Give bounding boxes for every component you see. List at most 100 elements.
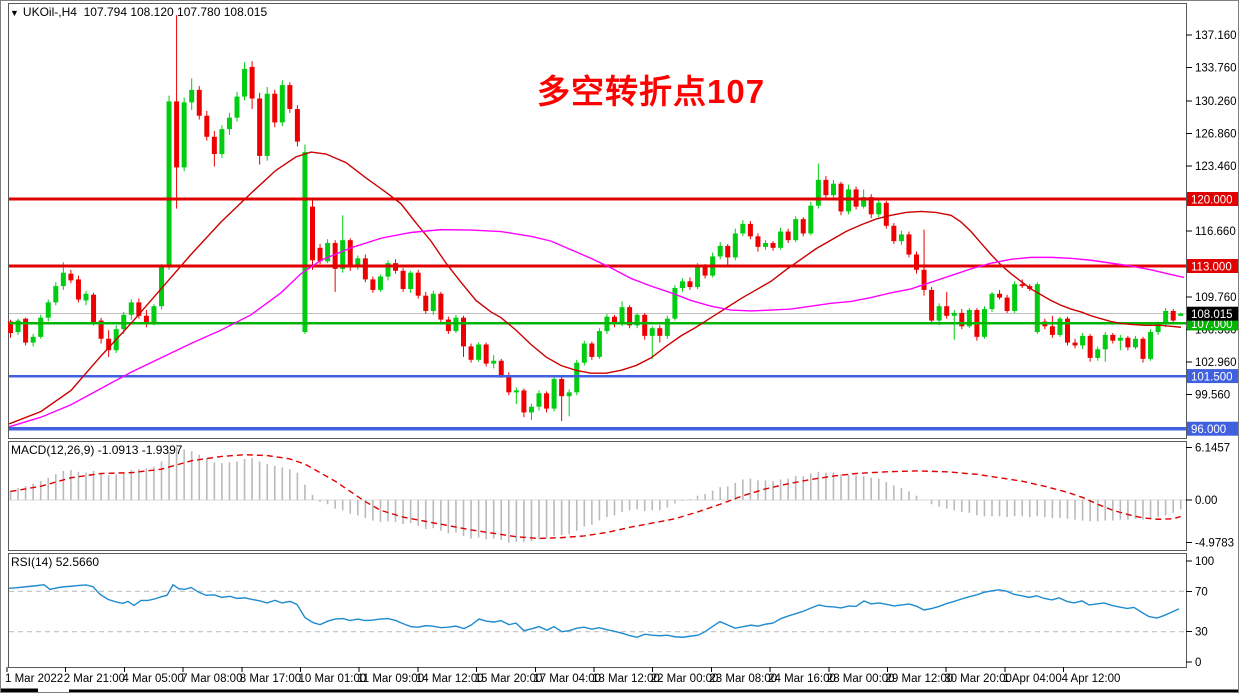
- candle-body: [1155, 324, 1161, 333]
- scale-tick-label: 123.460: [1195, 161, 1237, 173]
- rsi-pane[interactable]: [8, 553, 1187, 668]
- candle-body: [989, 293, 995, 310]
- x-axis-label: 30 Mar 20:00: [944, 673, 1012, 685]
- scrollbar-left-block[interactable]: [1, 688, 38, 693]
- x-axis-label: 14 Mar 12:00: [416, 673, 484, 685]
- candle-body: [936, 306, 942, 321]
- candle-body: [672, 288, 678, 319]
- candle-body: [279, 85, 285, 123]
- x-axis-label: 1 Apr 04:00: [1003, 673, 1062, 685]
- candle-body: [242, 68, 248, 97]
- candle-body: [68, 273, 74, 281]
- candle-body: [30, 336, 36, 343]
- ma-slow-line: [8, 228, 1185, 428]
- candle-body: [204, 115, 210, 137]
- candle-body: [830, 183, 836, 196]
- candle-body: [876, 202, 882, 215]
- candle-body: [461, 317, 466, 347]
- candle-body: [747, 223, 753, 237]
- candle-body: [763, 243, 768, 247]
- candle-body: [966, 310, 972, 327]
- price-badge-label: 113.000: [1191, 261, 1232, 273]
- candle-body: [121, 314, 127, 330]
- candle-body: [1080, 335, 1086, 346]
- x-axis-label: 2 Mar 21:00: [64, 673, 125, 685]
- bottom-scrollbar[interactable]: [1, 688, 1239, 693]
- candle-body: [1072, 342, 1078, 346]
- x-axis[interactable]: 1 Mar 2022 2 Mar 21:004 Mar 05:007 Mar 08…: [5, 667, 1120, 685]
- candle-body: [506, 375, 512, 393]
- candle-body: [679, 281, 685, 289]
- candle-body: [60, 272, 66, 287]
- candle-body: [385, 263, 391, 277]
- chart-header[interactable]: ▼ UKOil-,H4 107.794 108.120 107.780 108.0…: [10, 5, 267, 19]
- scale-tick-label: 133.760: [1195, 62, 1237, 74]
- candle-body: [513, 390, 519, 393]
- macd-chart: [9, 447, 1186, 543]
- candle-body: [294, 109, 300, 142]
- candle-body: [325, 243, 331, 262]
- scale-tick-label: 0: [1195, 657, 1201, 669]
- x-axis-label: 10 Mar 01:00: [299, 673, 367, 685]
- x-axis-label: 24 Mar 16:00: [768, 673, 836, 685]
- candle-body: [717, 245, 723, 257]
- x-axis-label: 1 Mar 2022: [5, 673, 63, 685]
- candle-body: [1057, 318, 1063, 335]
- scale-tick-label: 109.760: [1195, 292, 1237, 304]
- macd-indicator-label: MACD(12,26,9) -1.0913 -1.9397: [11, 443, 183, 457]
- price-badge-label: 107.000: [1191, 319, 1233, 331]
- x-axis-label: 4 Mar 05:00: [122, 673, 183, 685]
- price-badge: [1187, 306, 1238, 321]
- candle-body: [906, 234, 912, 255]
- candle-body: [347, 240, 353, 267]
- candle-body: [566, 392, 572, 397]
- price-badge: [1187, 192, 1238, 206]
- candle-body: [98, 320, 104, 339]
- candle-body: [181, 102, 187, 168]
- candle-body: [287, 85, 293, 110]
- x-axis-label: 11 Mar 09:00: [357, 673, 424, 685]
- candle-body: [838, 183, 844, 212]
- candle-body: [1034, 284, 1040, 333]
- candle-body: [483, 344, 489, 364]
- candle-body: [1170, 310, 1176, 321]
- candle-body: [581, 343, 587, 363]
- symbol-dropdown-icon[interactable]: ▼: [10, 8, 19, 18]
- candle-body: [702, 266, 708, 276]
- candle-body: [317, 247, 323, 262]
- candle-body: [815, 179, 821, 206]
- scrollbar-track[interactable]: [69, 689, 1239, 693]
- rsi-line: [8, 583, 1180, 638]
- candle-body: [740, 223, 746, 234]
- rsi-indicator-label: RSI(14) 52.5660: [11, 555, 100, 569]
- candle-body: [166, 101, 172, 266]
- candle-body: [1019, 284, 1025, 287]
- x-axis-label: 28 Mar 00:00: [827, 673, 895, 685]
- candle-body: [612, 316, 617, 325]
- candle-body: [498, 360, 504, 376]
- rsi-chart: [8, 583, 1186, 638]
- macd-pane[interactable]: [8, 441, 1187, 551]
- x-axis-label: 18 Mar 12:00: [592, 673, 660, 685]
- candle-body: [370, 279, 376, 290]
- candle-body: [264, 93, 270, 156]
- price-badge-label: 96.000: [1191, 424, 1226, 436]
- candle-body: [430, 293, 436, 311]
- rsi-value: 52.5660: [55, 555, 100, 569]
- candle-body: [732, 233, 738, 258]
- main-pane[interactable]: [8, 3, 1187, 439]
- candle-body: [649, 328, 655, 336]
- candle-body: [445, 319, 451, 332]
- candle-body: [883, 202, 889, 226]
- scale-tick-label: 126.860: [1195, 128, 1237, 140]
- candle-body: [476, 344, 482, 360]
- candle-body: [15, 320, 21, 333]
- candle-body: [159, 266, 164, 307]
- price-scale[interactable]: 137.160 133.760 130.260 126.860 123.460 116.6…: [1186, 30, 1238, 669]
- candle-body: [929, 289, 935, 321]
- candle-body: [793, 219, 799, 241]
- candle-body: [415, 272, 421, 296]
- candle-body: [521, 390, 527, 413]
